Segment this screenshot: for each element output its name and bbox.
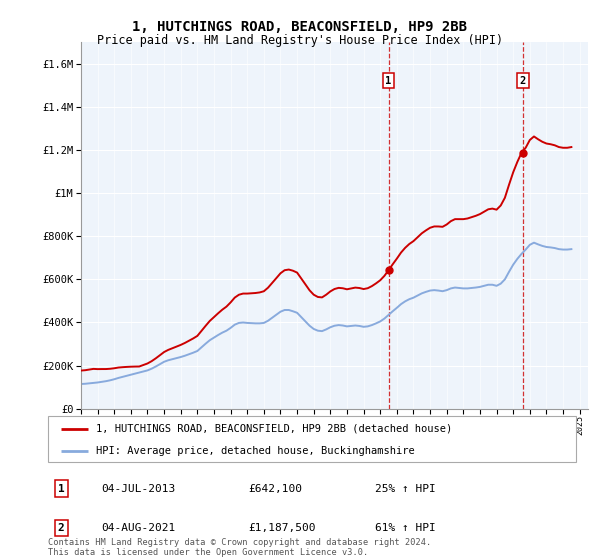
Text: Price paid vs. HM Land Registry's House Price Index (HPI): Price paid vs. HM Land Registry's House … (97, 34, 503, 46)
Text: 04-AUG-2021: 04-AUG-2021 (101, 523, 175, 533)
Text: 25% ↑ HPI: 25% ↑ HPI (376, 484, 436, 493)
Text: Contains HM Land Registry data © Crown copyright and database right 2024.
This d: Contains HM Land Registry data © Crown c… (48, 538, 431, 557)
Text: 2: 2 (58, 523, 65, 533)
Text: 04-JUL-2013: 04-JUL-2013 (101, 484, 175, 493)
FancyBboxPatch shape (48, 416, 576, 462)
Text: £642,100: £642,100 (248, 484, 302, 493)
Text: 1, HUTCHINGS ROAD, BEACONSFIELD, HP9 2BB: 1, HUTCHINGS ROAD, BEACONSFIELD, HP9 2BB (133, 20, 467, 34)
Text: 1: 1 (385, 76, 392, 86)
Point (384, 266, 394, 275)
Text: 2: 2 (520, 76, 526, 86)
Text: 61% ↑ HPI: 61% ↑ HPI (376, 523, 436, 533)
Text: £1,187,500: £1,187,500 (248, 523, 316, 533)
Text: 1, HUTCHINGS ROAD, BEACONSFIELD, HP9 2BB (detached house): 1, HUTCHINGS ROAD, BEACONSFIELD, HP9 2BB… (95, 424, 452, 434)
Text: HPI: Average price, detached house, Buckinghamshire: HPI: Average price, detached house, Buck… (95, 446, 414, 455)
Point (518, 148, 527, 157)
Text: 1: 1 (58, 484, 65, 493)
